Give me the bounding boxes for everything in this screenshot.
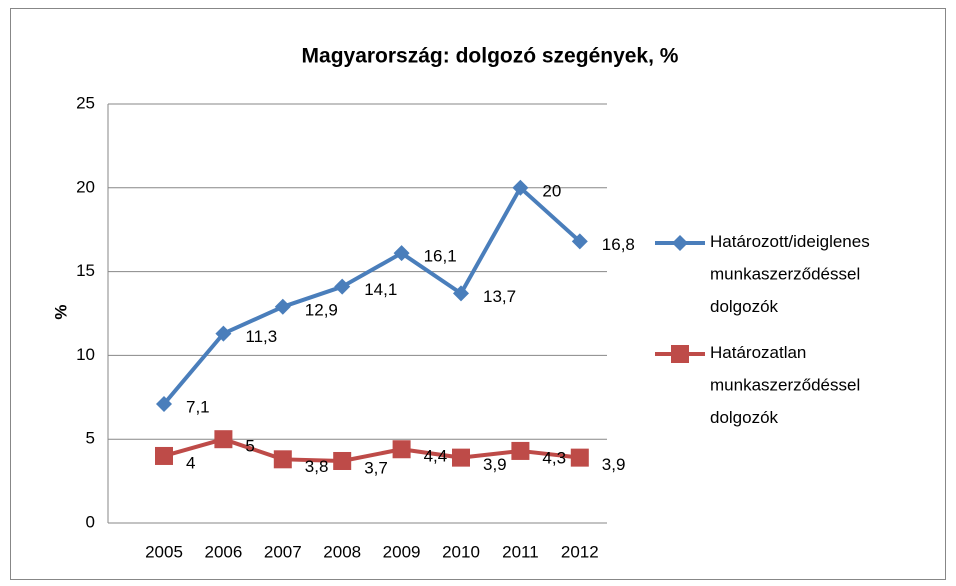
data-label: 20 [542,181,561,200]
x-tick-label: 2012 [561,542,599,561]
chart-frame [10,8,946,580]
legend-label: Határozatlan munkaszerződéssel dolgozók [710,343,860,427]
x-tick-label: 2010 [442,542,480,561]
data-label: 4,3 [542,448,566,467]
marker [273,450,292,469]
marker [393,245,410,262]
marker [155,446,173,465]
marker [453,285,469,302]
marker [570,448,589,467]
line [162,185,582,406]
marker [156,396,172,413]
y-tick-label: 15 [76,261,95,280]
data-label: 3,9 [483,455,507,474]
data-label: 13,7 [483,287,516,306]
marker [671,345,689,363]
x-tick-label: 2007 [264,542,302,561]
x-tick-label: 2008 [323,542,361,561]
marker [452,448,470,467]
data-label: 11,3 [245,327,277,346]
data-label: 4,4 [424,447,448,466]
marker [274,298,291,315]
legend-label: Határozott/ideiglenes munkaszerződéssel do… [710,232,870,316]
marker [672,235,688,251]
marker [512,179,529,196]
x-tick-label: 2005 [145,542,183,561]
y-tick-label: 20 [76,177,95,196]
y-tick-label: 5 [86,429,95,448]
data-label: 14,1 [364,280,397,299]
marker [511,441,530,460]
marker [333,451,352,470]
x-tick-label: 2011 [502,542,539,561]
marker [392,440,411,459]
marker [334,278,351,295]
y-tick-label: 25 [76,93,95,112]
y-tick-label: 0 [86,512,95,531]
data-label: 12,9 [305,300,338,319]
data-label: 16,8 [602,235,635,254]
data-label: 5 [245,437,254,456]
y-axis-title: % [51,304,70,319]
data-label: 3,8 [305,457,329,476]
marker [215,325,232,342]
line [163,437,581,463]
data-label: 7,1 [186,397,210,416]
data-label: 3,9 [602,455,626,474]
data-label: 4 [186,453,195,472]
y-tick-label: 10 [76,345,95,364]
x-tick-label: 2006 [204,542,242,561]
marker [214,430,233,449]
data-label: 16,1 [424,247,457,266]
data-label: 3,7 [364,458,388,477]
marker [571,233,588,250]
x-tick-label: 2009 [383,542,421,561]
chart-title: Magyarország: dolgozó szegények, % [302,45,679,68]
